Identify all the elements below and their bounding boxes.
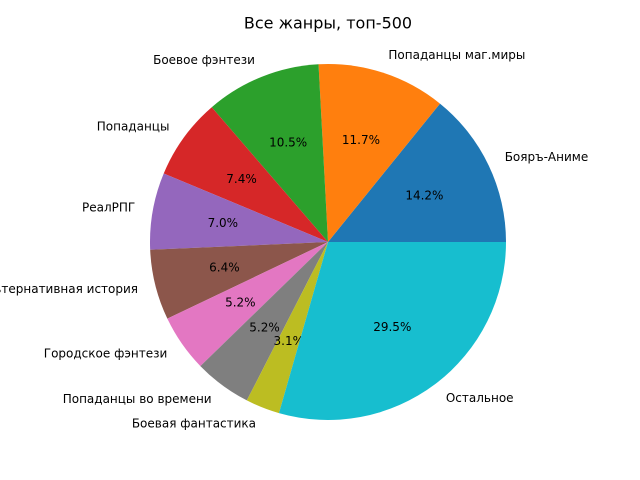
pie-slice — [150, 242, 328, 319]
slice-label: Попаданцы маг.миры — [388, 48, 525, 62]
slice-label: Боевая фантастика — [132, 417, 256, 431]
value-label: 5.2% — [249, 320, 280, 334]
pie-slice — [328, 103, 506, 242]
pie-slice — [163, 107, 328, 243]
pie-slice — [200, 242, 328, 401]
slice-label: Бояръ-Аниме — [505, 150, 589, 164]
pie-slice — [278, 242, 506, 420]
value-label: 6.4% — [209, 260, 240, 274]
slice-label: Остальное — [446, 391, 514, 405]
value-label: 14.2% — [405, 189, 443, 203]
value-label: 11.7% — [342, 133, 380, 147]
value-label: 3.1% — [274, 334, 305, 348]
value-label: 7.0% — [208, 216, 239, 230]
slice-label: Боевое фэнтези — [153, 53, 255, 67]
pie-slice — [211, 64, 328, 243]
value-label: 7.4% — [226, 172, 257, 186]
value-label: 5.2% — [225, 296, 256, 310]
slice-label: Попаданцы во времени — [63, 392, 212, 406]
pie-slice — [318, 63, 440, 242]
value-label: 10.5% — [269, 135, 307, 149]
pie-slice — [149, 173, 328, 250]
pie-slice — [246, 242, 328, 414]
chart-title: Все жанры, топ-500 — [244, 14, 412, 33]
slice-label: РеалРПГ — [82, 200, 135, 214]
pie-slice — [167, 242, 328, 367]
slice-label: Попаданцы — [97, 120, 170, 134]
slice-label: Альтернативная история — [0, 282, 138, 296]
slice-label: Городское фэнтези — [44, 346, 168, 360]
value-label: 29.5% — [373, 320, 411, 334]
